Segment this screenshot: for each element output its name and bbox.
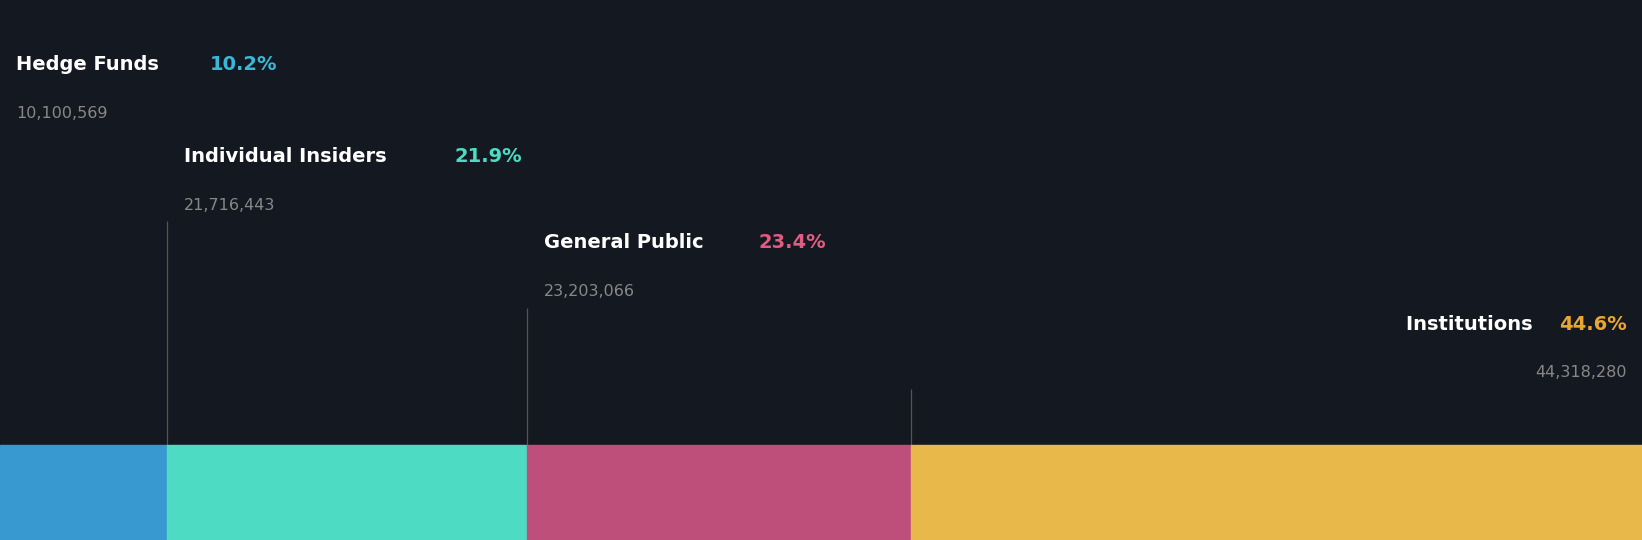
Text: General Public: General Public xyxy=(544,233,709,253)
Text: Individual Insiders: Individual Insiders xyxy=(184,147,394,166)
Bar xyxy=(167,445,527,540)
Text: 10,100,569: 10,100,569 xyxy=(16,106,108,121)
Bar xyxy=(0,445,167,540)
Text: 23,203,066: 23,203,066 xyxy=(544,284,634,299)
Text: 21,716,443: 21,716,443 xyxy=(184,198,276,213)
Text: Hedge Funds: Hedge Funds xyxy=(16,55,166,75)
Text: 10.2%: 10.2% xyxy=(210,55,277,75)
Text: 44.6%: 44.6% xyxy=(1560,314,1627,334)
Bar xyxy=(527,445,911,540)
Bar xyxy=(911,445,1642,540)
Text: 23.4%: 23.4% xyxy=(759,233,826,253)
Text: 21.9%: 21.9% xyxy=(455,147,522,166)
Text: 44,318,280: 44,318,280 xyxy=(1535,365,1627,380)
Text: Institutions: Institutions xyxy=(1407,314,1540,334)
